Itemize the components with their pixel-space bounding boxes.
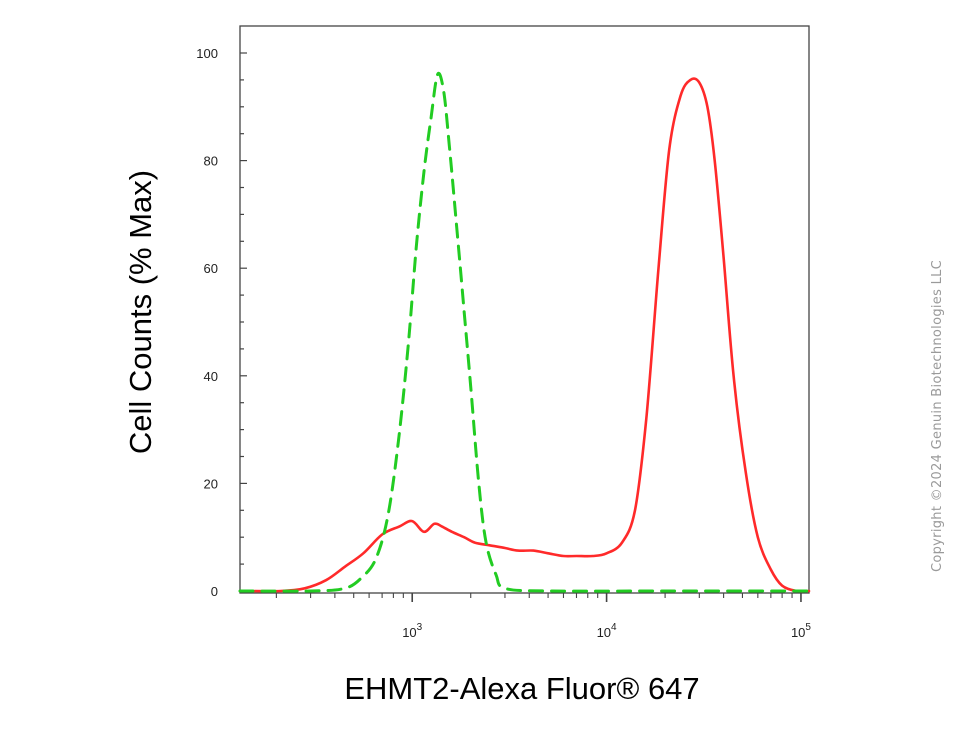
- x-tick-label: 104: [597, 622, 617, 640]
- y-tick-label: 60: [204, 261, 218, 276]
- x-axis: 103 104 105: [275, 593, 811, 640]
- series-layer: [238, 71, 811, 593]
- y-axis-title: Cell Counts (% Max): [123, 170, 158, 454]
- y-axis: 0 20 40 60 80 100: [196, 46, 247, 599]
- y-tick-label: 20: [204, 476, 218, 491]
- x-tick-label: 105: [791, 622, 811, 640]
- y-tick-label: 80: [204, 154, 218, 169]
- y-tick-label: 100: [196, 46, 218, 61]
- plot-frame: [239, 25, 810, 594]
- series-line-2: [238, 71, 811, 593]
- x-tick-label: 103: [402, 622, 422, 640]
- copyright-watermark: Copyright ©2024 Genuin Biotechnologies L…: [930, 259, 945, 572]
- y-tick-label: 0: [211, 584, 218, 599]
- series-line-1: [238, 77, 811, 593]
- x-axis-title: EHMT2-Alexa Fluor® 647: [344, 671, 699, 706]
- y-tick-label: 40: [204, 369, 218, 384]
